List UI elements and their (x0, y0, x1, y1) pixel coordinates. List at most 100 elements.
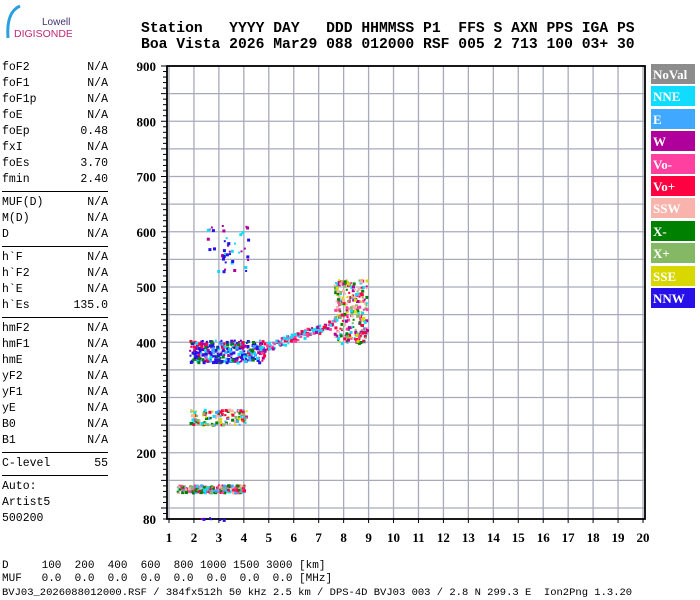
echo-point-e (247, 355, 251, 359)
echo-point-nne (205, 487, 209, 491)
echo-point-xplus (239, 487, 242, 490)
echo-point-xminus (233, 346, 237, 350)
echo-point-nne (249, 353, 253, 357)
echo-point-voplus (196, 490, 200, 494)
echo-point-xplus (339, 302, 343, 306)
echo-point-ssw (350, 314, 354, 318)
echo-point-sse (360, 300, 363, 303)
divider (2, 317, 108, 318)
echo-point-xplus (346, 300, 349, 303)
echo-point-xminus (209, 417, 212, 419)
echo-point-w (341, 282, 345, 286)
echo-point-vominus (220, 491, 224, 494)
echo-point-vominus (266, 344, 270, 348)
echo-point-vominus (271, 345, 274, 348)
param-value: N/A (87, 354, 108, 367)
echo-point-xminus (205, 417, 208, 420)
echo-point-nne (351, 297, 354, 300)
echo-point-nne (260, 345, 264, 349)
echo-point-e (223, 488, 227, 492)
echo-point-voplus (263, 342, 267, 346)
echo-point-w (204, 359, 208, 363)
echo-point-w (363, 298, 366, 301)
echo-point-xminus (204, 345, 208, 349)
echo-point-nne (223, 345, 227, 349)
echo-point-voplus (343, 337, 347, 341)
echo-point-w (228, 250, 231, 253)
echo-point-vominus (363, 328, 366, 330)
echo-point-nne (319, 328, 323, 332)
echo-point-w (189, 349, 192, 352)
param-name: M(D) (2, 212, 30, 225)
param-row: C-level 55 (2, 456, 108, 472)
y-tick-label: 900 (137, 59, 157, 74)
echo-point-nnw (247, 238, 251, 242)
echo-point-xminus (365, 295, 369, 299)
x-tick-label: 11 (412, 530, 424, 545)
echo-point-nnw (201, 340, 204, 342)
echo-point-w (221, 254, 225, 258)
echo-point-ssw (217, 419, 220, 422)
echo-point-w (261, 356, 265, 360)
echo-point-ssw (187, 487, 191, 491)
echo-point-xminus (195, 421, 198, 424)
echo-point-voplus (360, 324, 363, 327)
echo-point-vominus (328, 327, 332, 331)
echo-point-nnw (225, 340, 229, 344)
echo-point-sse (355, 334, 359, 337)
echo-point-nne (244, 266, 248, 269)
echo-point-nne (358, 292, 361, 295)
param-name: h`F2 (2, 267, 30, 280)
echo-point-voplus (261, 359, 264, 362)
echo-point-voplus (198, 488, 202, 492)
echo-point-e (207, 418, 210, 420)
echo-point-nne (335, 318, 339, 322)
param-name: foEp (2, 125, 30, 138)
echo-point-xplus (361, 296, 364, 299)
echo-point-ssw (344, 292, 346, 295)
echo-point-nne (298, 335, 301, 338)
echo-point-nne (350, 285, 354, 289)
echo-point-xplus (209, 491, 213, 495)
echo-point-nnw (206, 346, 209, 349)
echo-point-sse (203, 423, 206, 425)
echo-point-nne (217, 270, 221, 273)
echo-point-voplus (204, 343, 208, 347)
param-value: N/A (87, 283, 108, 296)
echo-point-w (222, 229, 226, 233)
echo-point-nnw (193, 356, 197, 360)
echo-point-e (225, 357, 229, 361)
echo-point-sse (346, 282, 350, 286)
echo-point-voplus (361, 324, 365, 327)
echo-point-nne (365, 302, 368, 305)
echo-point-nnw (224, 261, 227, 264)
echo-point-w (227, 354, 231, 357)
echo-point-xplus (349, 306, 353, 310)
echo-point-ssw (339, 282, 343, 286)
echo-point-w (277, 340, 280, 343)
echo-point-nnw (214, 348, 218, 352)
echo-point-nnw (243, 350, 246, 353)
header-labels: Station YYYY DAY DDD HHMMSS P1 FFS S AXN… (141, 21, 635, 37)
echo-point-nnw (244, 353, 247, 356)
echo-point-e (241, 350, 244, 353)
echo-point-vominus (178, 484, 181, 487)
echo-point-xplus (242, 413, 246, 417)
echo-point-sse (356, 339, 360, 343)
echo-point-xminus (237, 485, 240, 488)
echo-point-ssw (218, 485, 222, 489)
echo-point-nne (312, 329, 315, 333)
echo-point-xplus (364, 336, 367, 339)
echo-point-nne (361, 285, 365, 289)
echo-point-nne (275, 339, 278, 342)
echo-point-vominus (181, 484, 184, 487)
param-row: h`F N/A (2, 250, 108, 266)
echo-point-xplus (334, 316, 338, 319)
echo-point-vominus (338, 304, 341, 307)
param-name: yF1 (2, 386, 23, 399)
echo-point-nne (252, 351, 256, 355)
echo-point-ssw (335, 300, 338, 303)
echo-point-e (213, 352, 216, 355)
param-value: N/A (87, 212, 108, 225)
